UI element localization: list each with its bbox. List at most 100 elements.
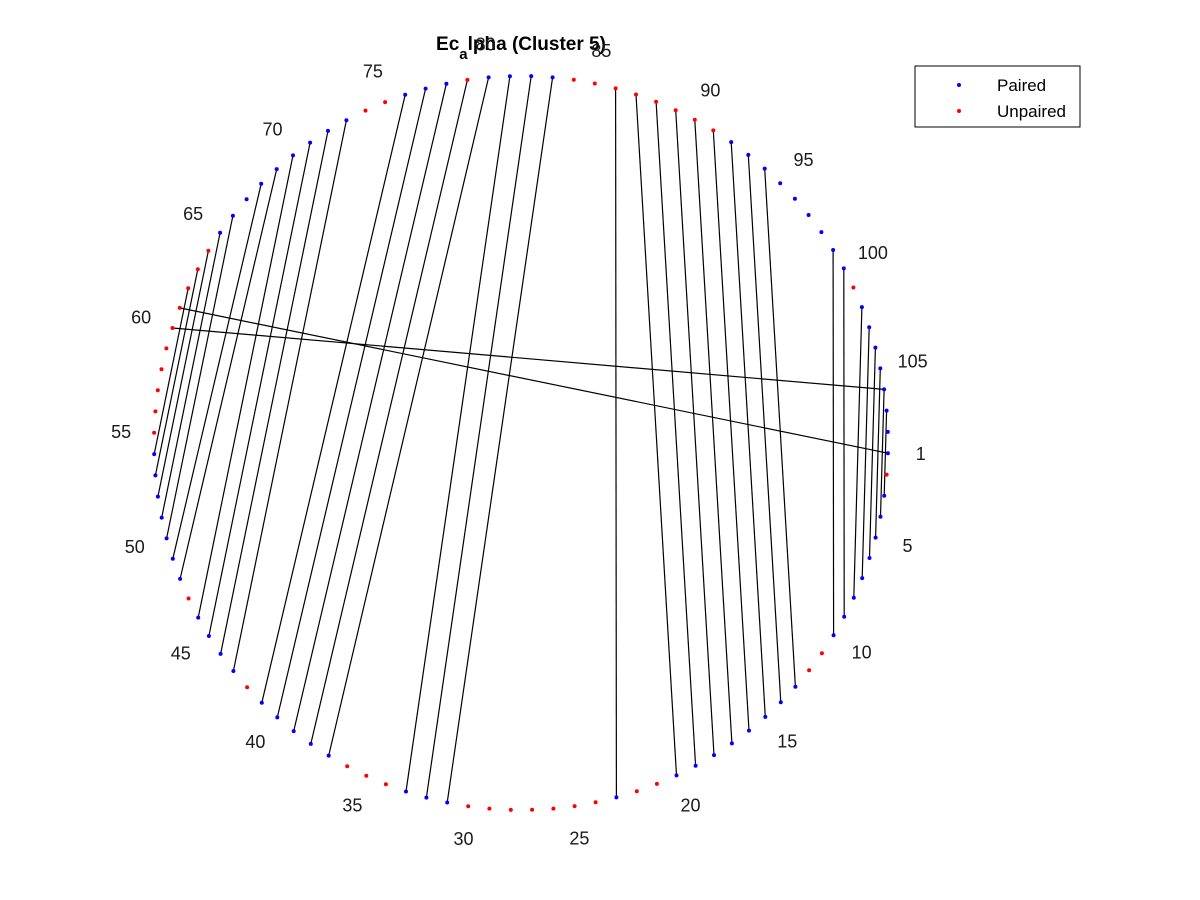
paired-dot-16: [747, 728, 751, 733]
paired-dot-96: [792, 196, 797, 201]
pair-line-23-86: [614, 88, 618, 798]
pair-line-6-104: [868, 347, 876, 559]
unpaired-dot-2: [884, 472, 889, 477]
unpaired-dot-91: [711, 128, 716, 133]
unpaired-dot-21: [654, 781, 659, 786]
position-label-1: 1: [916, 444, 926, 464]
chart-title-rest: lpha (Cluster 5): [468, 34, 606, 55]
unpaired-dot-12: [807, 668, 812, 673]
unpaired-dot-22: [634, 789, 639, 794]
unpaired-dot-57: [155, 388, 160, 393]
unpaired-dot-63: [195, 267, 200, 272]
pair-line-4-106: [879, 389, 885, 517]
paired-dot-44: [218, 651, 223, 656]
paired-dot-76: [403, 92, 408, 97]
chart-title-main: Ec: [436, 34, 460, 55]
position-label-65: 65: [183, 204, 203, 224]
paired-dot-3: [882, 493, 887, 498]
paired-dot-6: [867, 556, 872, 560]
paired-dot-32: [424, 795, 429, 800]
position-label-60: 60: [131, 308, 151, 328]
pair-line-50-66: [166, 215, 234, 539]
pair-line-5-105: [875, 368, 881, 538]
unpaired-dot-11: [819, 651, 824, 656]
paired-dot-83: [550, 75, 555, 80]
paired-dot-102: [859, 305, 864, 310]
pair-line-37-80: [328, 77, 490, 756]
paired-dot-81: [507, 74, 512, 79]
paired-dot-105: [878, 366, 883, 371]
position-label-85: 85: [591, 41, 611, 61]
paired-dot-48: [178, 576, 183, 581]
unpaired-dot-61: [177, 305, 182, 310]
pair-line-45-71: [208, 142, 311, 637]
pair-line-38-79: [310, 79, 468, 745]
paired-dot-7: [860, 576, 865, 581]
paired-dot-71: [308, 140, 313, 145]
unpaired-dot-101: [851, 285, 856, 290]
paired-dot-93: [746, 152, 751, 157]
unpaired-dot-90: [692, 117, 697, 122]
unpaired-dot-25: [572, 804, 577, 809]
unpaired-dot-85: [592, 81, 597, 86]
paired-dot-41: [259, 700, 264, 705]
paired-dot-99: [831, 248, 836, 252]
pair-line-13-94: [764, 168, 796, 687]
paired-dot-10: [831, 633, 836, 638]
unpaired-dot-87: [634, 92, 638, 97]
unpaired-dot-75: [383, 100, 388, 105]
position-label-45: 45: [171, 643, 191, 663]
position-label-5: 5: [902, 536, 912, 556]
pair-line-43-73: [232, 120, 347, 672]
paired-dot-69: [274, 167, 279, 172]
legend-unpaired-label: Unpaired: [997, 102, 1066, 121]
paired-dot-94: [762, 166, 767, 171]
pair-line-46-70: [197, 155, 294, 618]
paired-dot-68: [259, 181, 264, 186]
legend-paired-marker: [957, 83, 961, 87]
pair-line-48-69: [179, 168, 278, 580]
position-label-25: 25: [569, 829, 589, 849]
position-label-35: 35: [342, 796, 362, 816]
paired-dot-92: [729, 140, 734, 145]
paired-dot-45: [206, 634, 211, 638]
pair-line-39-78: [293, 83, 447, 732]
unpaired-dot-28: [508, 807, 513, 812]
position-label-40: 40: [245, 732, 265, 752]
paired-dot-108: [885, 429, 890, 434]
pair-line-16-91: [712, 130, 750, 731]
paired-dot-103: [867, 325, 872, 330]
paired-dot-49: [170, 556, 175, 561]
paired-dot-19: [693, 763, 698, 768]
position-label-80: 80: [476, 35, 496, 55]
paired-dot-31: [445, 800, 450, 805]
paired-dot-65: [218, 230, 223, 235]
pair-line-17-90: [694, 119, 733, 744]
unpaired-dot-64: [206, 248, 211, 253]
pair-line-52-64: [157, 250, 209, 497]
unpaired-dot-88: [654, 99, 659, 104]
position-label-20: 20: [680, 795, 700, 815]
unpaired-dot-24: [593, 800, 598, 805]
position-label-10: 10: [852, 643, 872, 663]
paired-dot-100: [841, 266, 846, 271]
paired-dot-95: [778, 181, 783, 186]
chart-title: Ecalpha (Cluster 5): [436, 34, 606, 63]
pair-line-10-99: [832, 249, 835, 636]
paired-dot-66: [230, 213, 235, 218]
paired-dot-8: [851, 595, 856, 600]
pair-line-106-60: [172, 327, 885, 390]
paired-dot-23: [614, 795, 619, 800]
position-label-50: 50: [125, 537, 145, 557]
paired-dot-4: [878, 514, 883, 519]
pair-line-49-68: [172, 183, 262, 559]
paired-dot-20: [674, 773, 679, 778]
unpaired-dot-42: [245, 685, 250, 690]
position-label-90: 90: [700, 81, 720, 101]
unpaired-dot-34: [383, 782, 388, 787]
unpaired-dot-27: [530, 807, 535, 812]
unpaired-dot-55: [152, 430, 157, 435]
legend: Paired Unpaired: [914, 65, 1081, 128]
pair-line-15-92: [730, 142, 766, 717]
pair-line-31-83: [446, 77, 554, 803]
